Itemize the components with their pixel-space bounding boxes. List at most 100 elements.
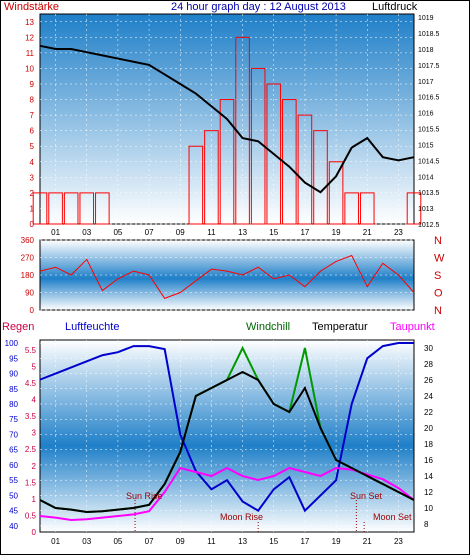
humidity-tick-label: 45: [9, 507, 18, 516]
hour-tick-label: 03: [82, 228, 91, 237]
wind-speed-bar: [328, 161, 344, 225]
pressure-line: [39, 44, 415, 194]
humidity-tick-label: 85: [9, 385, 18, 394]
wind-speed-bar: [344, 192, 359, 225]
panel2-tick-labels: 0 N 90 O 180 S 270 W 360 N: [21, 235, 445, 317]
wind-tick-label: 2: [30, 189, 35, 198]
series-taupunkt: [39, 466, 415, 522]
direction-tick-label: 0: [30, 306, 35, 315]
compass-tick-label: W: [434, 253, 445, 265]
pressure-tick-label: 1016: [418, 111, 434, 118]
wind-speed-bar: [48, 192, 63, 225]
luftfeuchte-label: Luftfeuchte: [65, 321, 119, 333]
pressure-tick-label: 1019: [418, 15, 434, 22]
rain-tick-label: 5.5: [25, 346, 37, 355]
pressure-tick-label: 1016.5: [418, 95, 440, 102]
rain-tick-label: 3.5: [25, 412, 37, 421]
humidity-tick-label: 70: [9, 430, 18, 439]
rain-tick-label: 5: [32, 362, 37, 371]
rain-tick-label: 4: [32, 396, 37, 405]
wind-tick-label: 5: [30, 142, 35, 151]
chart-title: 24 hour graph day : 12 August 2013: [171, 1, 346, 13]
wind-speed-bar: [188, 145, 204, 225]
hour-tick-label: 21: [363, 537, 372, 546]
humidity-tick-label: 90: [9, 370, 18, 379]
panel1-tick-labels: 0123456789101112131012.510131013.5101410…: [25, 15, 439, 237]
pressure-tick-label: 1018.5: [418, 31, 440, 38]
panel1-grid: [40, 14, 414, 225]
wind-speed-bar: [32, 192, 48, 225]
humidity-tick-label: 55: [9, 476, 18, 485]
wind-speed-bar: [359, 192, 375, 225]
hour-tick-label: 07: [145, 537, 154, 546]
hour-tick-label: 15: [269, 228, 278, 237]
wind-direction-series: [39, 254, 415, 299]
pressure-tick-label: 1017.5: [418, 63, 440, 70]
wind-speed-bar: [313, 130, 328, 225]
wind-speed-bar: [266, 83, 282, 225]
sun-rise-label: Sun Rise: [126, 491, 163, 501]
hour-tick-label: 19: [332, 537, 341, 546]
series-luftfeuchte: [39, 342, 414, 513]
hour-tick-label: 09: [176, 537, 185, 546]
moon-set-label: Moon Set: [373, 512, 412, 522]
hour-tick-label: 05: [113, 537, 122, 546]
pressure-tick-label: 1013: [418, 206, 434, 213]
wind-speed-bar: [95, 192, 110, 225]
wind-speed-bar: [79, 192, 95, 225]
rain-tick-label: 0.5: [25, 511, 37, 520]
humidity-tick-label: 80: [9, 400, 18, 409]
wind-tick-label: 7: [30, 111, 35, 120]
hour-tick-label: 13: [238, 537, 247, 546]
humidity-tick-label: 100: [5, 339, 19, 348]
hour-tick-label: 19: [332, 228, 341, 237]
rain-tick-label: 1: [32, 495, 37, 504]
wind-direction-line: [39, 254, 415, 299]
temperature-tick-label: 10: [424, 504, 433, 513]
direction-tick-label: 180: [21, 271, 35, 280]
hour-tick-label: 11: [207, 228, 216, 237]
wind-speed-bar: [219, 99, 235, 225]
compass-tick-label: N: [434, 235, 442, 247]
wind-tick-label: 11: [26, 49, 35, 58]
direction-tick-label: 270: [21, 254, 35, 263]
compass-tick-label: S: [434, 270, 441, 282]
wind-tick-label: 0: [30, 220, 35, 229]
taupunkt-label: Taupunkt: [390, 321, 435, 333]
rain-tick-label: 3: [32, 429, 37, 438]
direction-tick-label: 360: [21, 236, 35, 245]
panel3-grid: [40, 340, 414, 532]
humidity-tick-label: 60: [9, 461, 18, 470]
luftdruck-label: Luftdruck: [372, 1, 418, 13]
windchill-label: Windchill: [246, 321, 290, 333]
rain-tick-label: 0: [32, 528, 37, 537]
temperature-tick-label: 8: [424, 520, 429, 529]
wind-tick-label: 3: [30, 173, 35, 182]
wind-tick-label: 9: [30, 80, 35, 89]
temperature-tick-label: 28: [424, 360, 433, 369]
wind-tick-label: 4: [30, 158, 35, 167]
wind-tick-label: 13: [25, 18, 34, 27]
direction-tick-label: 90: [25, 289, 34, 298]
hour-tick-label: 01: [51, 228, 60, 237]
temperature-tick-label: 12: [424, 488, 433, 497]
humidity-tick-label: 95: [9, 354, 18, 363]
rain-tick-label: 2: [32, 462, 37, 471]
moon-rise-label: Moon Rise: [220, 512, 263, 522]
temperature-tick-label: 26: [424, 376, 433, 385]
hour-tick-label: 05: [113, 228, 122, 237]
hour-tick-label: 13: [238, 228, 247, 237]
pressure-tick-label: 1014: [418, 174, 434, 181]
panel3-series: [39, 342, 415, 522]
rain-tick-label: 2.5: [25, 445, 37, 454]
rain-tick-label: 4.5: [25, 379, 37, 388]
series-temperatur: [39, 370, 415, 514]
temperature-tick-label: 22: [424, 408, 433, 417]
hour-tick-label: 23: [394, 228, 403, 237]
panel2-grid: [40, 239, 414, 311]
hour-tick-label: 17: [300, 537, 309, 546]
pressure-tick-label: 1012.5: [418, 222, 440, 229]
temperature-tick-label: 14: [424, 472, 433, 481]
temperature-tick-label: 24: [424, 392, 433, 401]
